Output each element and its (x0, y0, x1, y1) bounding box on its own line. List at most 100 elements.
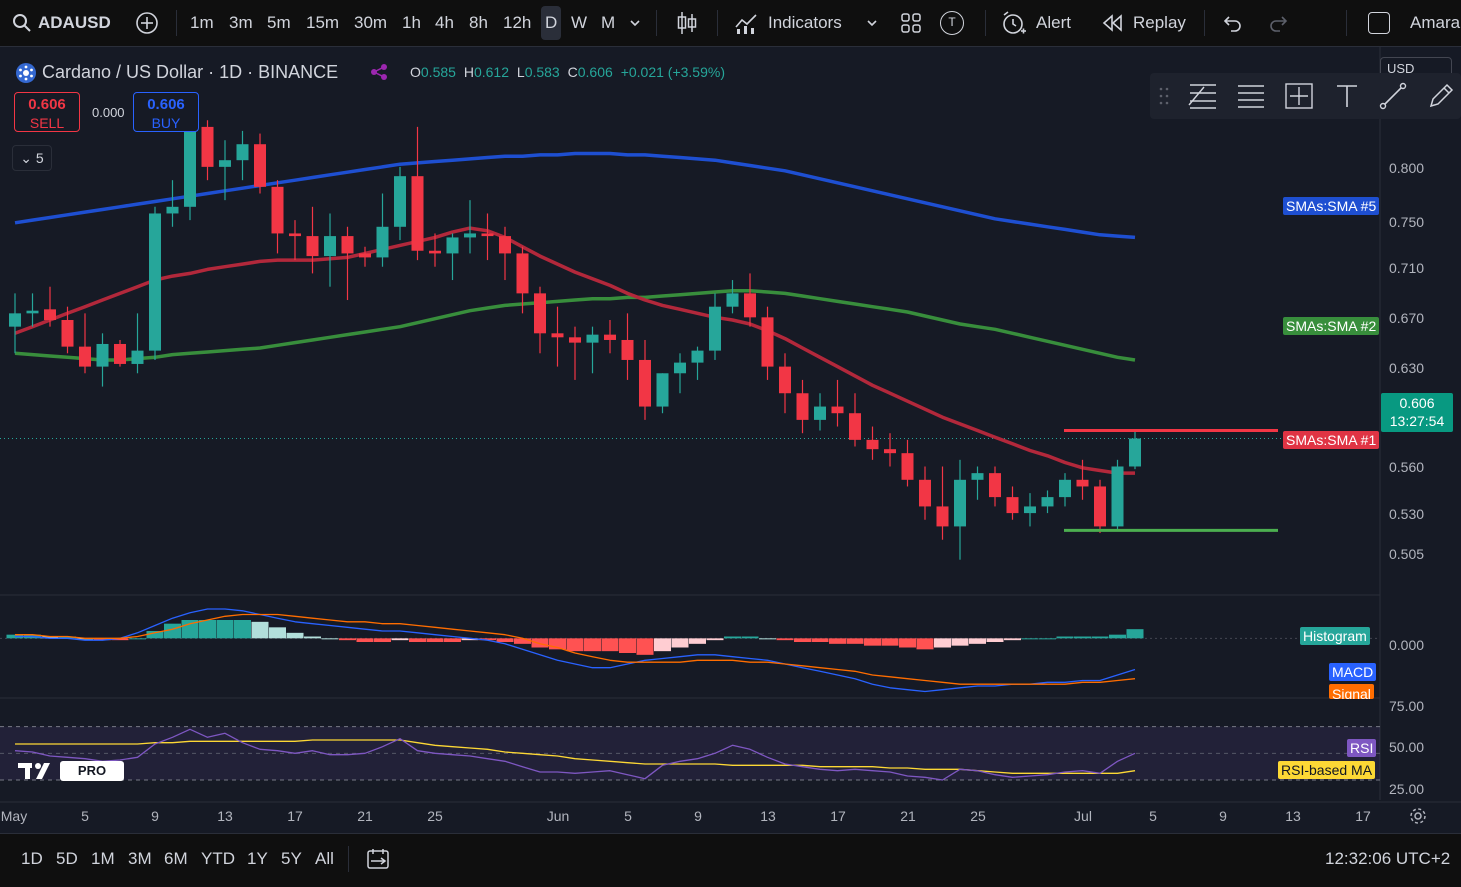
candle-body (1129, 438, 1141, 467)
redo-icon[interactable] (1268, 13, 1290, 33)
buy-button[interactable]: 0.606 BUY (133, 92, 199, 132)
template-button[interactable]: T (940, 11, 964, 35)
add-symbol-icon[interactable] (135, 11, 159, 35)
pencil-icon[interactable] (1426, 81, 1456, 111)
line-tools-icon[interactable] (1186, 81, 1220, 111)
chevron-down-icon[interactable] (629, 17, 641, 29)
search-icon[interactable] (12, 13, 32, 33)
clock[interactable]: 12:32:06 UTC+2 (1325, 849, 1451, 868)
interval-15m[interactable]: 15m (306, 13, 340, 32)
range-3m[interactable]: 3M (128, 849, 152, 868)
interval-30m[interactable]: 30m (354, 13, 388, 32)
range-5y[interactable]: 5Y (281, 849, 302, 868)
macd-histogram-bar (706, 638, 724, 641)
replay-icon[interactable] (1101, 13, 1125, 33)
interval-d[interactable]: D (541, 6, 562, 40)
candle (446, 233, 459, 281)
interval-5m[interactable]: 5m (267, 13, 291, 32)
candle (376, 193, 389, 267)
data-source-icon[interactable] (369, 62, 389, 82)
candle (884, 433, 896, 467)
sma1-tag: SMAs:SMA #1 (1283, 431, 1380, 449)
layout-name[interactable]: Amara (1410, 13, 1461, 32)
candle-body (971, 473, 984, 480)
macd-histogram-bar (829, 638, 846, 644)
settings-gear-icon[interactable] (1408, 806, 1428, 826)
brush-icon[interactable] (1378, 81, 1408, 111)
replay-button[interactable]: Replay (1133, 13, 1186, 32)
time-tick: 25 (427, 808, 443, 824)
interval-12h[interactable]: 12h (503, 13, 532, 32)
candle (359, 246, 371, 267)
bottom-toolbar: 1D 5D 1M 3M 6M YTD 1Y 5Y All 12:32:06 UT… (0, 833, 1461, 887)
chart-area[interactable] (0, 47, 1461, 833)
candle (954, 459, 966, 560)
candle-body (954, 479, 966, 527)
time-tick: 9 (151, 808, 159, 824)
range-ytd[interactable]: YTD (201, 849, 235, 868)
sell-button[interactable]: 0.606 SELL (14, 92, 80, 132)
interval-m[interactable]: M (601, 13, 616, 32)
range-1m[interactable]: 1M (91, 849, 115, 868)
sma2-line (14, 288, 1136, 362)
alert-button[interactable]: Alert (1036, 13, 1071, 32)
macd-histogram-bar (601, 638, 619, 652)
candle-body (411, 176, 424, 251)
text-tool-icon[interactable] (1332, 81, 1362, 111)
divider (176, 10, 177, 36)
interval-1m[interactable]: 1m (190, 13, 214, 32)
drag-handle-icon[interactable] (1158, 86, 1170, 106)
divider (1204, 10, 1205, 36)
range-all[interactable]: All (315, 849, 334, 868)
range-6m[interactable]: 6M (164, 849, 188, 868)
range-1d[interactable]: 1D (21, 849, 43, 868)
range-5d[interactable]: 5D (56, 849, 78, 868)
candle-body (236, 144, 249, 161)
candle-body (744, 293, 756, 318)
rsi-tick: 75.00 (1389, 698, 1425, 714)
top-toolbar: ADAUSD 1m 3m 5m 15m 30m 1h 4h 8h 12h D W… (0, 0, 1461, 47)
date-range-icon[interactable] (366, 847, 390, 871)
candle-body (499, 236, 511, 254)
layout-checkbox[interactable] (1368, 12, 1390, 34)
macd-histogram-bar (1109, 634, 1126, 639)
candle (604, 320, 616, 354)
layouts-icon[interactable] (900, 12, 922, 34)
candle-body (674, 362, 686, 374)
measure-icon[interactable] (1282, 81, 1316, 111)
interval-1h[interactable]: 1h (402, 13, 421, 32)
bar-countdown: 13:27:54 (1389, 413, 1445, 429)
legend-title[interactable]: Cardano / US Dollar · 1D · BINANCE (42, 62, 339, 82)
candle-body (359, 253, 371, 258)
candle (341, 226, 354, 301)
candle-body (936, 506, 949, 527)
range-1y[interactable]: 1Y (247, 849, 268, 868)
spread-value: 0.000 (92, 105, 125, 120)
candle-body (656, 373, 669, 407)
interval-8h[interactable]: 8h (469, 13, 488, 32)
candle-body (61, 320, 74, 347)
signal-tag: Signal (1329, 684, 1374, 699)
interval-3m[interactable]: 3m (229, 13, 253, 32)
collapse-indicators-button[interactable]: ⌄ 5 (12, 145, 52, 171)
macd-histogram-bar (94, 638, 111, 641)
macd-histogram-bar (479, 638, 496, 641)
indicators-button[interactable]: Indicators (768, 13, 842, 32)
indicators-icon[interactable] (734, 11, 760, 35)
candle-body (1041, 497, 1054, 507)
chevron-down-icon[interactable] (866, 17, 878, 29)
time-tick: 13 (217, 808, 233, 824)
macd-histogram-bar (111, 638, 129, 641)
macd-histogram-bar (881, 638, 899, 646)
symbol-search[interactable]: ADAUSD (38, 13, 111, 32)
interval-w[interactable]: W (571, 13, 588, 32)
undo-icon[interactable] (1221, 13, 1243, 33)
fib-retracement-icon[interactable] (1234, 81, 1268, 111)
alarm-clock-icon[interactable] (1001, 10, 1027, 36)
interval-4h[interactable]: 4h (435, 13, 454, 32)
candle-body (586, 334, 599, 343)
candles-icon[interactable] (675, 10, 699, 36)
chart-canvas[interactable] (0, 47, 1461, 833)
macd-histogram-bar (654, 638, 671, 652)
time-tick: 5 (1149, 808, 1157, 824)
